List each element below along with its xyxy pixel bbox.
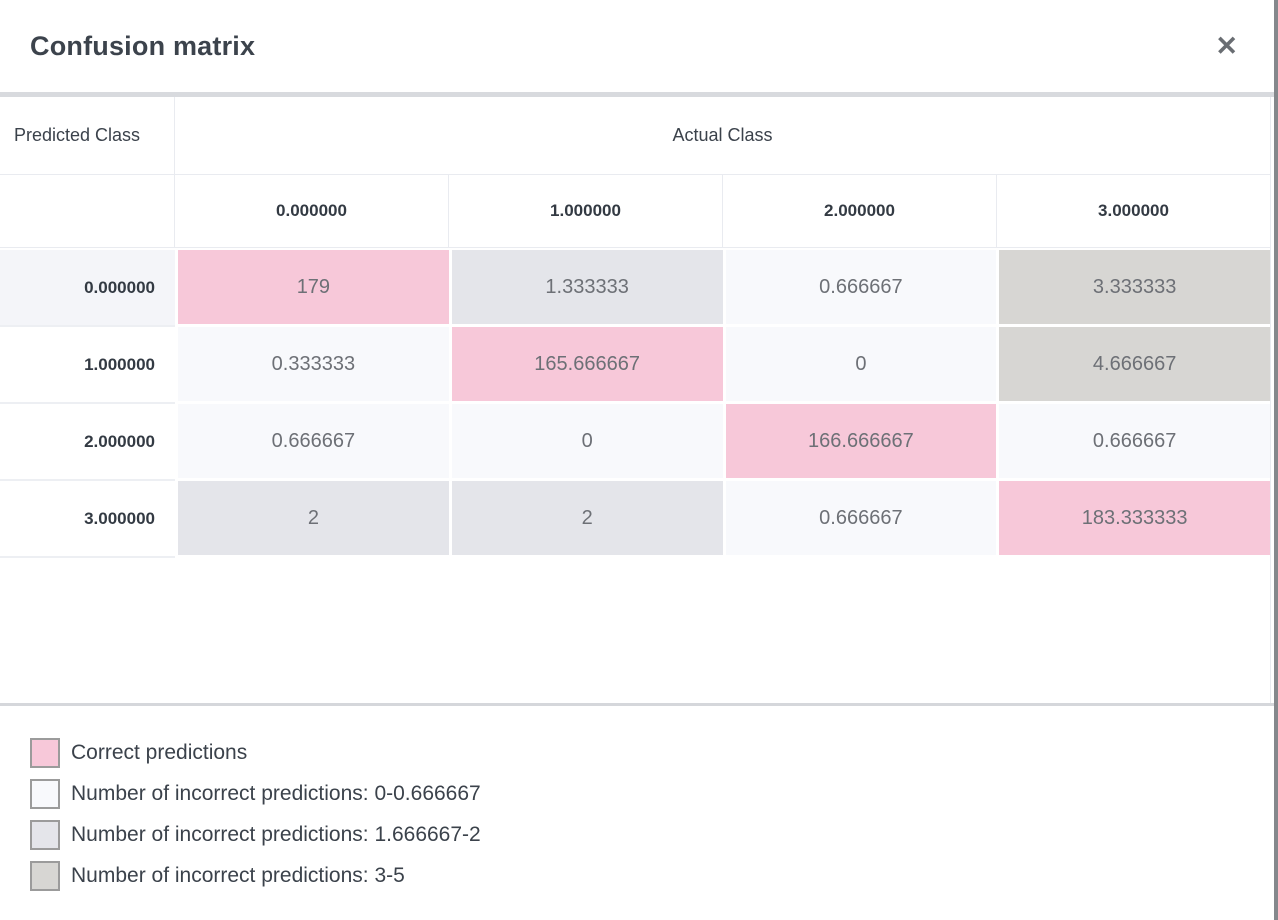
row-header: 0.000000	[0, 250, 175, 327]
matrix-cell: 165.666667	[451, 327, 723, 401]
legend-item: Number of incorrect predictions: 0-0.666…	[30, 779, 1278, 809]
header-divider	[0, 92, 1278, 97]
axis-label-row: Predicted Class Actual Class	[0, 97, 1270, 175]
matrix-body: 0.000000 179 1.333333 0.666667 3.333333 …	[0, 248, 1270, 558]
column-header: 2.000000	[722, 175, 996, 247]
row-header: 1.000000	[0, 327, 175, 404]
table-inner: Predicted Class Actual Class 0.000000 1.…	[0, 97, 1271, 703]
predicted-class-label: Predicted Class	[0, 97, 175, 174]
matrix-cell: 2	[451, 481, 723, 555]
legend-swatch-correct	[30, 738, 60, 768]
matrix-cell: 183.333333	[999, 481, 1270, 555]
matrix-cell: 3.333333	[999, 250, 1270, 324]
legend-item: Number of incorrect predictions: 1.66666…	[30, 820, 1278, 850]
matrix-cell: 166.666667	[725, 404, 997, 478]
column-header: 3.000000	[996, 175, 1270, 247]
matrix-cell: 179	[178, 250, 449, 324]
matrix-cell: 4.666667	[999, 327, 1270, 401]
table-row: 3.000000 2 2 0.666667 183.333333	[0, 481, 1270, 558]
legend-label: Correct predictions	[71, 741, 248, 764]
table-row: 1.000000 0.333333 165.666667 0 4.666667	[0, 327, 1270, 404]
table-row: 0.000000 179 1.333333 0.666667 3.333333	[0, 250, 1270, 327]
matrix-cell: 0.666667	[999, 404, 1270, 478]
legend: Correct predictions Number of incorrect …	[0, 706, 1278, 891]
modal-header: Confusion matrix ✕	[0, 0, 1278, 92]
legend-label: Number of incorrect predictions: 0-0.666…	[71, 782, 481, 805]
actual-class-label: Actual Class	[672, 125, 773, 145]
matrix-cell: 0	[451, 404, 723, 478]
column-header-row: 0.000000 1.000000 2.000000 3.000000	[0, 175, 1270, 248]
row-header: 3.000000	[0, 481, 175, 558]
legend-swatch-incorrect-low	[30, 779, 60, 809]
legend-item: Correct predictions	[30, 738, 1278, 768]
table-row: 2.000000 0.666667 0 166.666667 0.666667	[0, 404, 1270, 481]
matrix-cell: 0	[725, 327, 997, 401]
legend-label: Number of incorrect predictions: 1.66666…	[71, 823, 481, 846]
matrix-cell: 0.666667	[725, 250, 997, 324]
legend-item: Number of incorrect predictions: 3-5	[30, 861, 1278, 891]
legend-divider	[0, 703, 1278, 706]
legend-label: Number of incorrect predictions: 3-5	[71, 864, 405, 887]
window-edge	[1274, 0, 1278, 920]
matrix-cell: 2	[178, 481, 449, 555]
column-header: 1.000000	[448, 175, 722, 247]
close-button[interactable]: ✕	[1211, 29, 1242, 64]
legend-swatch-incorrect-high	[30, 861, 60, 891]
page-title: Confusion matrix	[30, 30, 256, 61]
matrix-cell: 0.666667	[178, 404, 449, 478]
row-header: 2.000000	[0, 404, 175, 481]
close-icon: ✕	[1215, 30, 1238, 61]
matrix-cell: 1.333333	[451, 250, 723, 324]
legend-swatch-incorrect-mid	[30, 820, 60, 850]
corner-empty-cell	[0, 175, 175, 247]
confusion-matrix-table: Predicted Class Actual Class 0.000000 1.…	[0, 97, 1278, 703]
matrix-cell: 0.666667	[725, 481, 997, 555]
matrix-cell: 0.333333	[178, 327, 449, 401]
column-header: 0.000000	[276, 201, 347, 220]
